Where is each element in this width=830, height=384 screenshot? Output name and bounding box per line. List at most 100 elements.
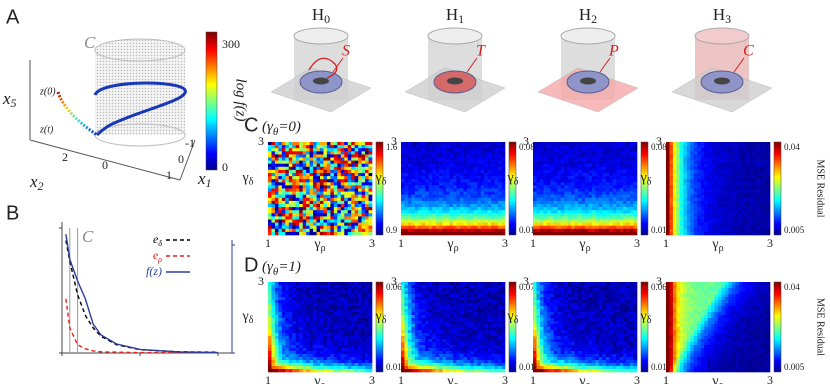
heatmap-cell (481, 229, 485, 232)
heatmap-cell (453, 154, 457, 157)
heatmap-cell (436, 315, 440, 318)
heatmap-cell (495, 182, 499, 185)
heatmap-cell (429, 207, 433, 210)
heatmap-cell (450, 148, 454, 151)
heatmap-cell (749, 182, 753, 185)
heatmap-cell (561, 161, 565, 164)
heatmap-cell (463, 170, 467, 173)
heatmap-cell (588, 176, 592, 179)
heatmap-cell (404, 216, 408, 219)
heatmap-cell (408, 288, 412, 291)
heatmap-cell (411, 294, 415, 297)
heatmap-cell (296, 216, 300, 219)
heatmap-cell (554, 170, 558, 173)
heatmap-cell (320, 360, 324, 363)
heatmap-cell (533, 201, 537, 204)
heatmap-cell (351, 327, 355, 330)
heatmap-cell (348, 229, 352, 232)
heatmap-cell (355, 185, 359, 188)
heatmap-cell (561, 142, 565, 145)
heatmap-cell (271, 198, 275, 201)
heatmap-cell (634, 201, 638, 204)
heatmap-cell (439, 210, 443, 213)
heatmap-cell (715, 201, 719, 204)
heatmap-cell (411, 161, 415, 164)
heatmap-cell (484, 207, 488, 210)
heatmap-cell (495, 158, 499, 161)
heatmap-cell (533, 182, 537, 185)
heatmap-cell (348, 207, 352, 210)
heatmap-cell (488, 192, 492, 195)
heatmap-cell (278, 294, 282, 297)
heatmap-cell (502, 176, 506, 179)
heatmap-cell (425, 294, 429, 297)
heatmap-cell (708, 220, 712, 223)
heatmap-cell (753, 204, 757, 207)
heatmap-cell (306, 288, 310, 291)
heatmap-cell (470, 195, 474, 198)
heatmap-cell (582, 145, 586, 148)
heatmap-cell (323, 142, 327, 145)
text-part: γ (446, 237, 453, 252)
heatmap-cell (690, 170, 694, 173)
heatmap-cell (355, 226, 359, 229)
heatmap-cell (404, 207, 408, 210)
heatmap-cell (732, 198, 736, 201)
heatmap-cell (680, 189, 684, 192)
heatmap-cell (460, 285, 464, 288)
heatmap-cell (575, 207, 579, 210)
heatmap-cell (268, 176, 272, 179)
heatmap-cell (268, 226, 272, 229)
heatmap-cell (578, 204, 582, 207)
heatmap-cell (320, 300, 324, 303)
heatmap-cell (666, 151, 670, 154)
heatmap-cell (334, 207, 338, 210)
heatmap-cell (439, 151, 443, 154)
heatmap-cell (463, 161, 467, 164)
heatmap-cell (701, 207, 705, 210)
heatmap-cell (718, 145, 722, 148)
heatmap-cell (358, 345, 362, 348)
heatmap-cell (296, 232, 300, 235)
heatmap-cell (690, 161, 694, 164)
heatmap-cell (474, 216, 478, 219)
heatmap-cell (463, 207, 467, 210)
heatmap-cell (268, 207, 272, 210)
heatmap-cell (488, 294, 492, 297)
heatmap-cell (355, 207, 359, 210)
heatmap-cell (355, 333, 359, 336)
heatmap-cell (330, 223, 334, 226)
heatmap-cell (271, 232, 275, 235)
heatmap-cell (582, 220, 586, 223)
heatmap-cell (634, 145, 638, 148)
heatmap-cell (756, 201, 760, 204)
heatmap-cell (341, 291, 345, 294)
heatmap-cell (369, 306, 373, 309)
heatmap-cell (564, 226, 568, 229)
heatmap-cell (323, 164, 327, 167)
heatmap-cell (484, 300, 488, 303)
heatmap-cell (334, 312, 338, 315)
heatmap-cell (432, 220, 436, 223)
heatmap-cell (344, 291, 348, 294)
heatmap-cell (575, 201, 579, 204)
heatmap-cell (728, 170, 732, 173)
heatmap-cell (767, 226, 771, 229)
heatmap-cell (708, 185, 712, 188)
heatmap-cell (439, 158, 443, 161)
heatmap-cell (536, 151, 540, 154)
heatmap-cell (687, 232, 691, 235)
text-part: H (312, 5, 324, 24)
heatmap-cell (609, 195, 613, 198)
heatmap-cell (362, 345, 366, 348)
heatmap-cell (313, 182, 317, 185)
heatmap-cell (401, 179, 405, 182)
heatmap-cell (348, 170, 352, 173)
heatmap-cell (488, 189, 492, 192)
heatmap-cell (571, 167, 575, 170)
heatmap-cell (623, 161, 627, 164)
heatmap-cell (344, 351, 348, 354)
heatmap-cell (708, 158, 712, 161)
heatmap-cell (285, 312, 289, 315)
heatmap-cell (299, 161, 303, 164)
